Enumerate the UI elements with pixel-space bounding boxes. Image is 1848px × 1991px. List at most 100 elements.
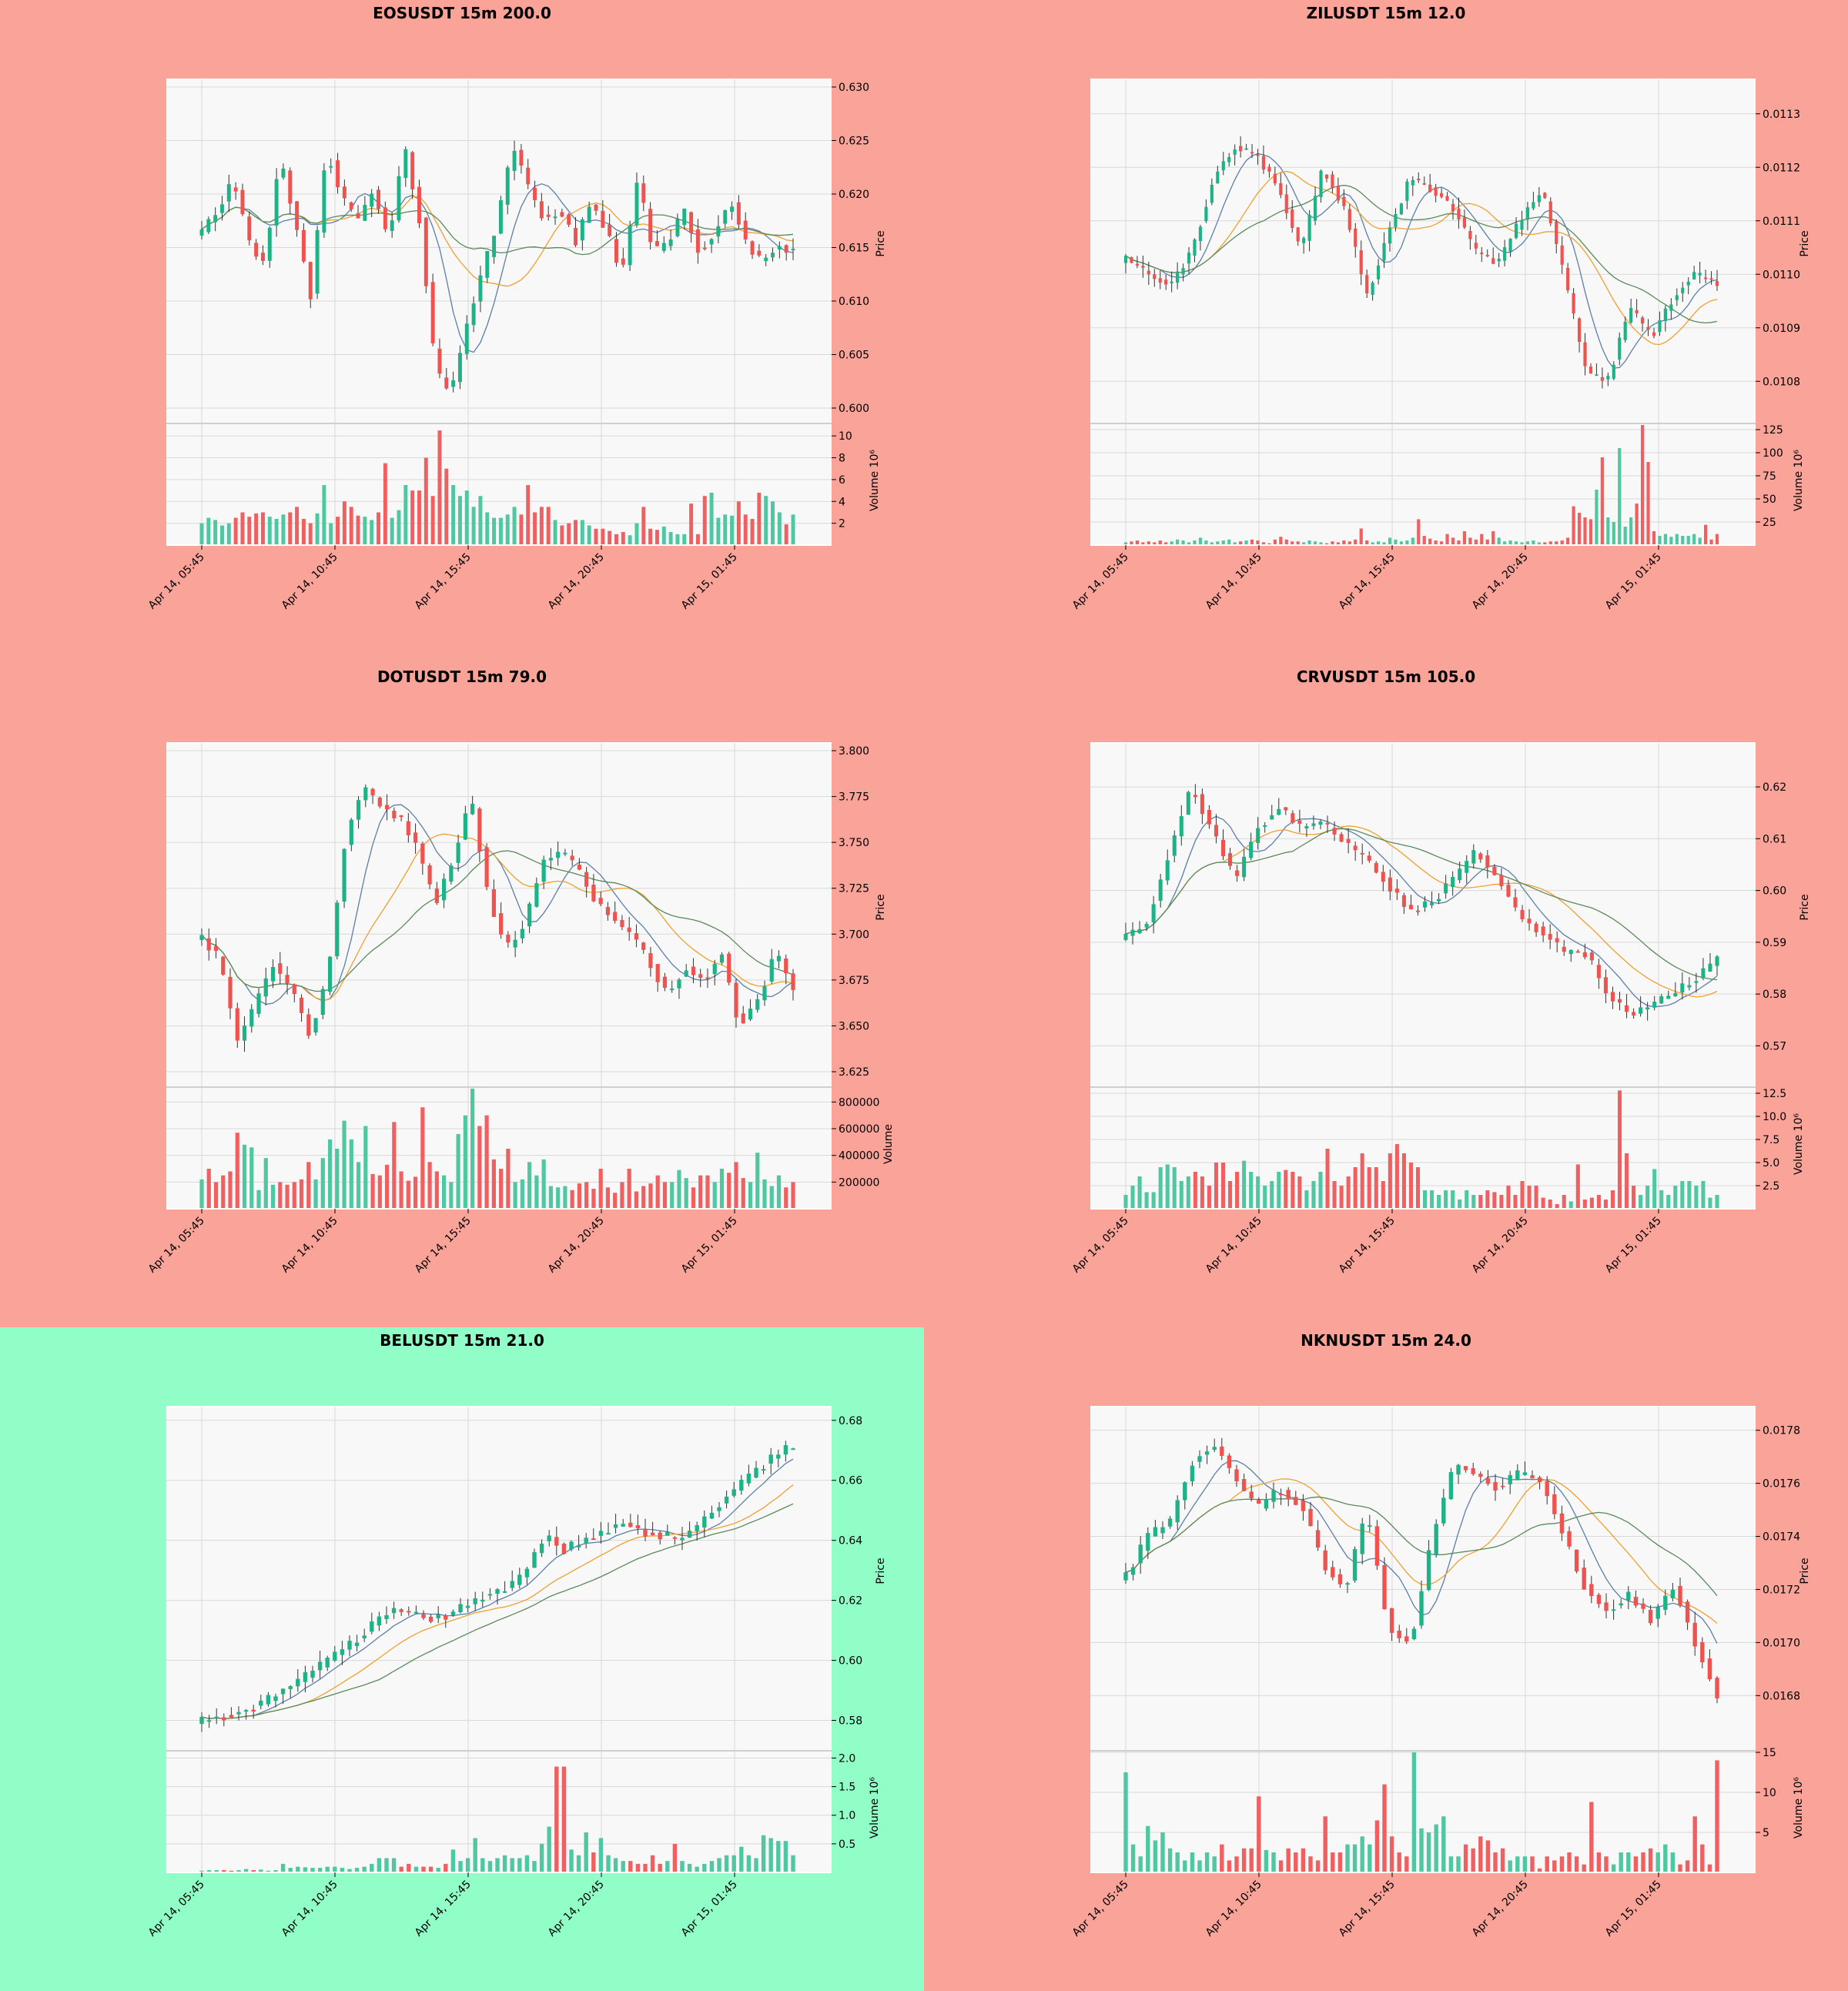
candle [1493,1474,1498,1501]
volume-bar [278,1182,283,1209]
volume-bar [349,1139,353,1209]
volume-bar [1625,1153,1629,1209]
candle [465,1598,470,1613]
volume-bar [569,1849,574,1872]
candle [1589,363,1593,374]
chart-svg: BELUSDT 15m 21.0 0.58 0.60 0.62 0.64 0.66 0.68… [0,1327,924,1991]
candle [1153,269,1157,287]
volume-bar [1342,540,1346,545]
volume-bar [567,523,571,545]
candle [327,955,333,996]
volume-bar [1388,537,1392,545]
volume-tick-label: 10 [1763,1787,1776,1799]
candle [1296,226,1300,246]
candle [1663,1589,1668,1615]
candle [413,823,418,854]
volume-bar [463,1115,467,1209]
candle [303,1665,308,1693]
price-tick-label: 3.775 [839,791,869,804]
candle [1382,1557,1387,1610]
volume-bar [709,1861,715,1872]
candle [1204,1445,1210,1464]
volume-bar [336,517,340,545]
price-axis-label: Price [875,894,887,920]
price-tick-label: 0.600 [839,403,869,415]
volume-bar [226,523,231,545]
candle [471,296,476,333]
volume-bar [606,1855,611,1872]
volume-axis-label: Volume 10⁶ [1793,1777,1805,1839]
candle [684,964,688,977]
candle [301,223,306,263]
volume-bar [1336,542,1340,545]
candle [750,240,755,259]
price-tick-label: 0.0172 [1763,1584,1800,1596]
volume-bar [1543,542,1547,545]
volume-bar [705,1175,710,1209]
volume-bar [1267,543,1271,545]
candle [641,942,646,954]
candle [1271,1482,1276,1509]
volume-bar [1623,527,1627,545]
volume-bar [310,1868,315,1872]
candle [1515,1464,1520,1481]
candle [1404,1628,1409,1645]
candle [769,949,774,985]
chart-svg: CRVUSDT 15m 105.0 0.57 0.58 0.59 0.60 0.61 0.6… [924,664,1848,1327]
volume-bar [587,525,591,545]
candle [1458,861,1462,884]
volume-bar [768,1838,773,1872]
volume-bar [436,1868,440,1872]
candle [1560,236,1564,274]
candle [213,938,219,959]
volume-bar [1302,542,1306,545]
candle [499,902,504,939]
volume-bar [1626,1852,1631,1872]
price-axis-label: Price [875,230,887,256]
volume-bar [1448,1856,1454,1872]
volume-bar [399,1171,403,1209]
candle [1382,232,1386,268]
volume-bar [1444,1190,1448,1209]
candle [635,1514,641,1534]
volume-bar [1187,542,1191,545]
volume-bar [1227,1181,1233,1209]
volume-tick-label: 800000 [839,1096,879,1109]
volume-bar [267,517,272,545]
volume-bar [1673,1186,1678,1209]
volume-bar [1685,1860,1690,1872]
volume-bar [1135,540,1140,545]
candle [444,368,449,390]
volume-bar [1296,541,1300,545]
candle [689,211,694,243]
volume-bar [263,1158,268,1209]
price-tick-label: 0.630 [839,82,869,94]
volume-bar [1144,1192,1149,1209]
candle [719,952,725,965]
candle [732,1481,736,1498]
volume-bar [641,1186,646,1209]
candle [1692,266,1696,280]
moving-average-line-25 [201,850,794,992]
candle [470,795,475,815]
candle [1715,955,1719,976]
volume-bar [1506,1186,1511,1209]
volume-bar [1221,540,1225,545]
volume-bar [1532,540,1535,545]
candle [1181,263,1185,282]
candle [655,963,660,992]
candle [1678,1578,1682,1608]
candle [675,213,680,238]
volume-bar [464,490,469,545]
volume-bar [288,512,293,545]
volume-bar [546,507,551,545]
volume-bar [1715,534,1719,545]
volume-bar [1610,1190,1615,1209]
volume-bar [342,1120,346,1209]
candle [296,1668,300,1692]
volume-bar [621,531,625,545]
candle [614,232,618,267]
candle [1160,1521,1165,1539]
volume-bar [322,485,326,545]
